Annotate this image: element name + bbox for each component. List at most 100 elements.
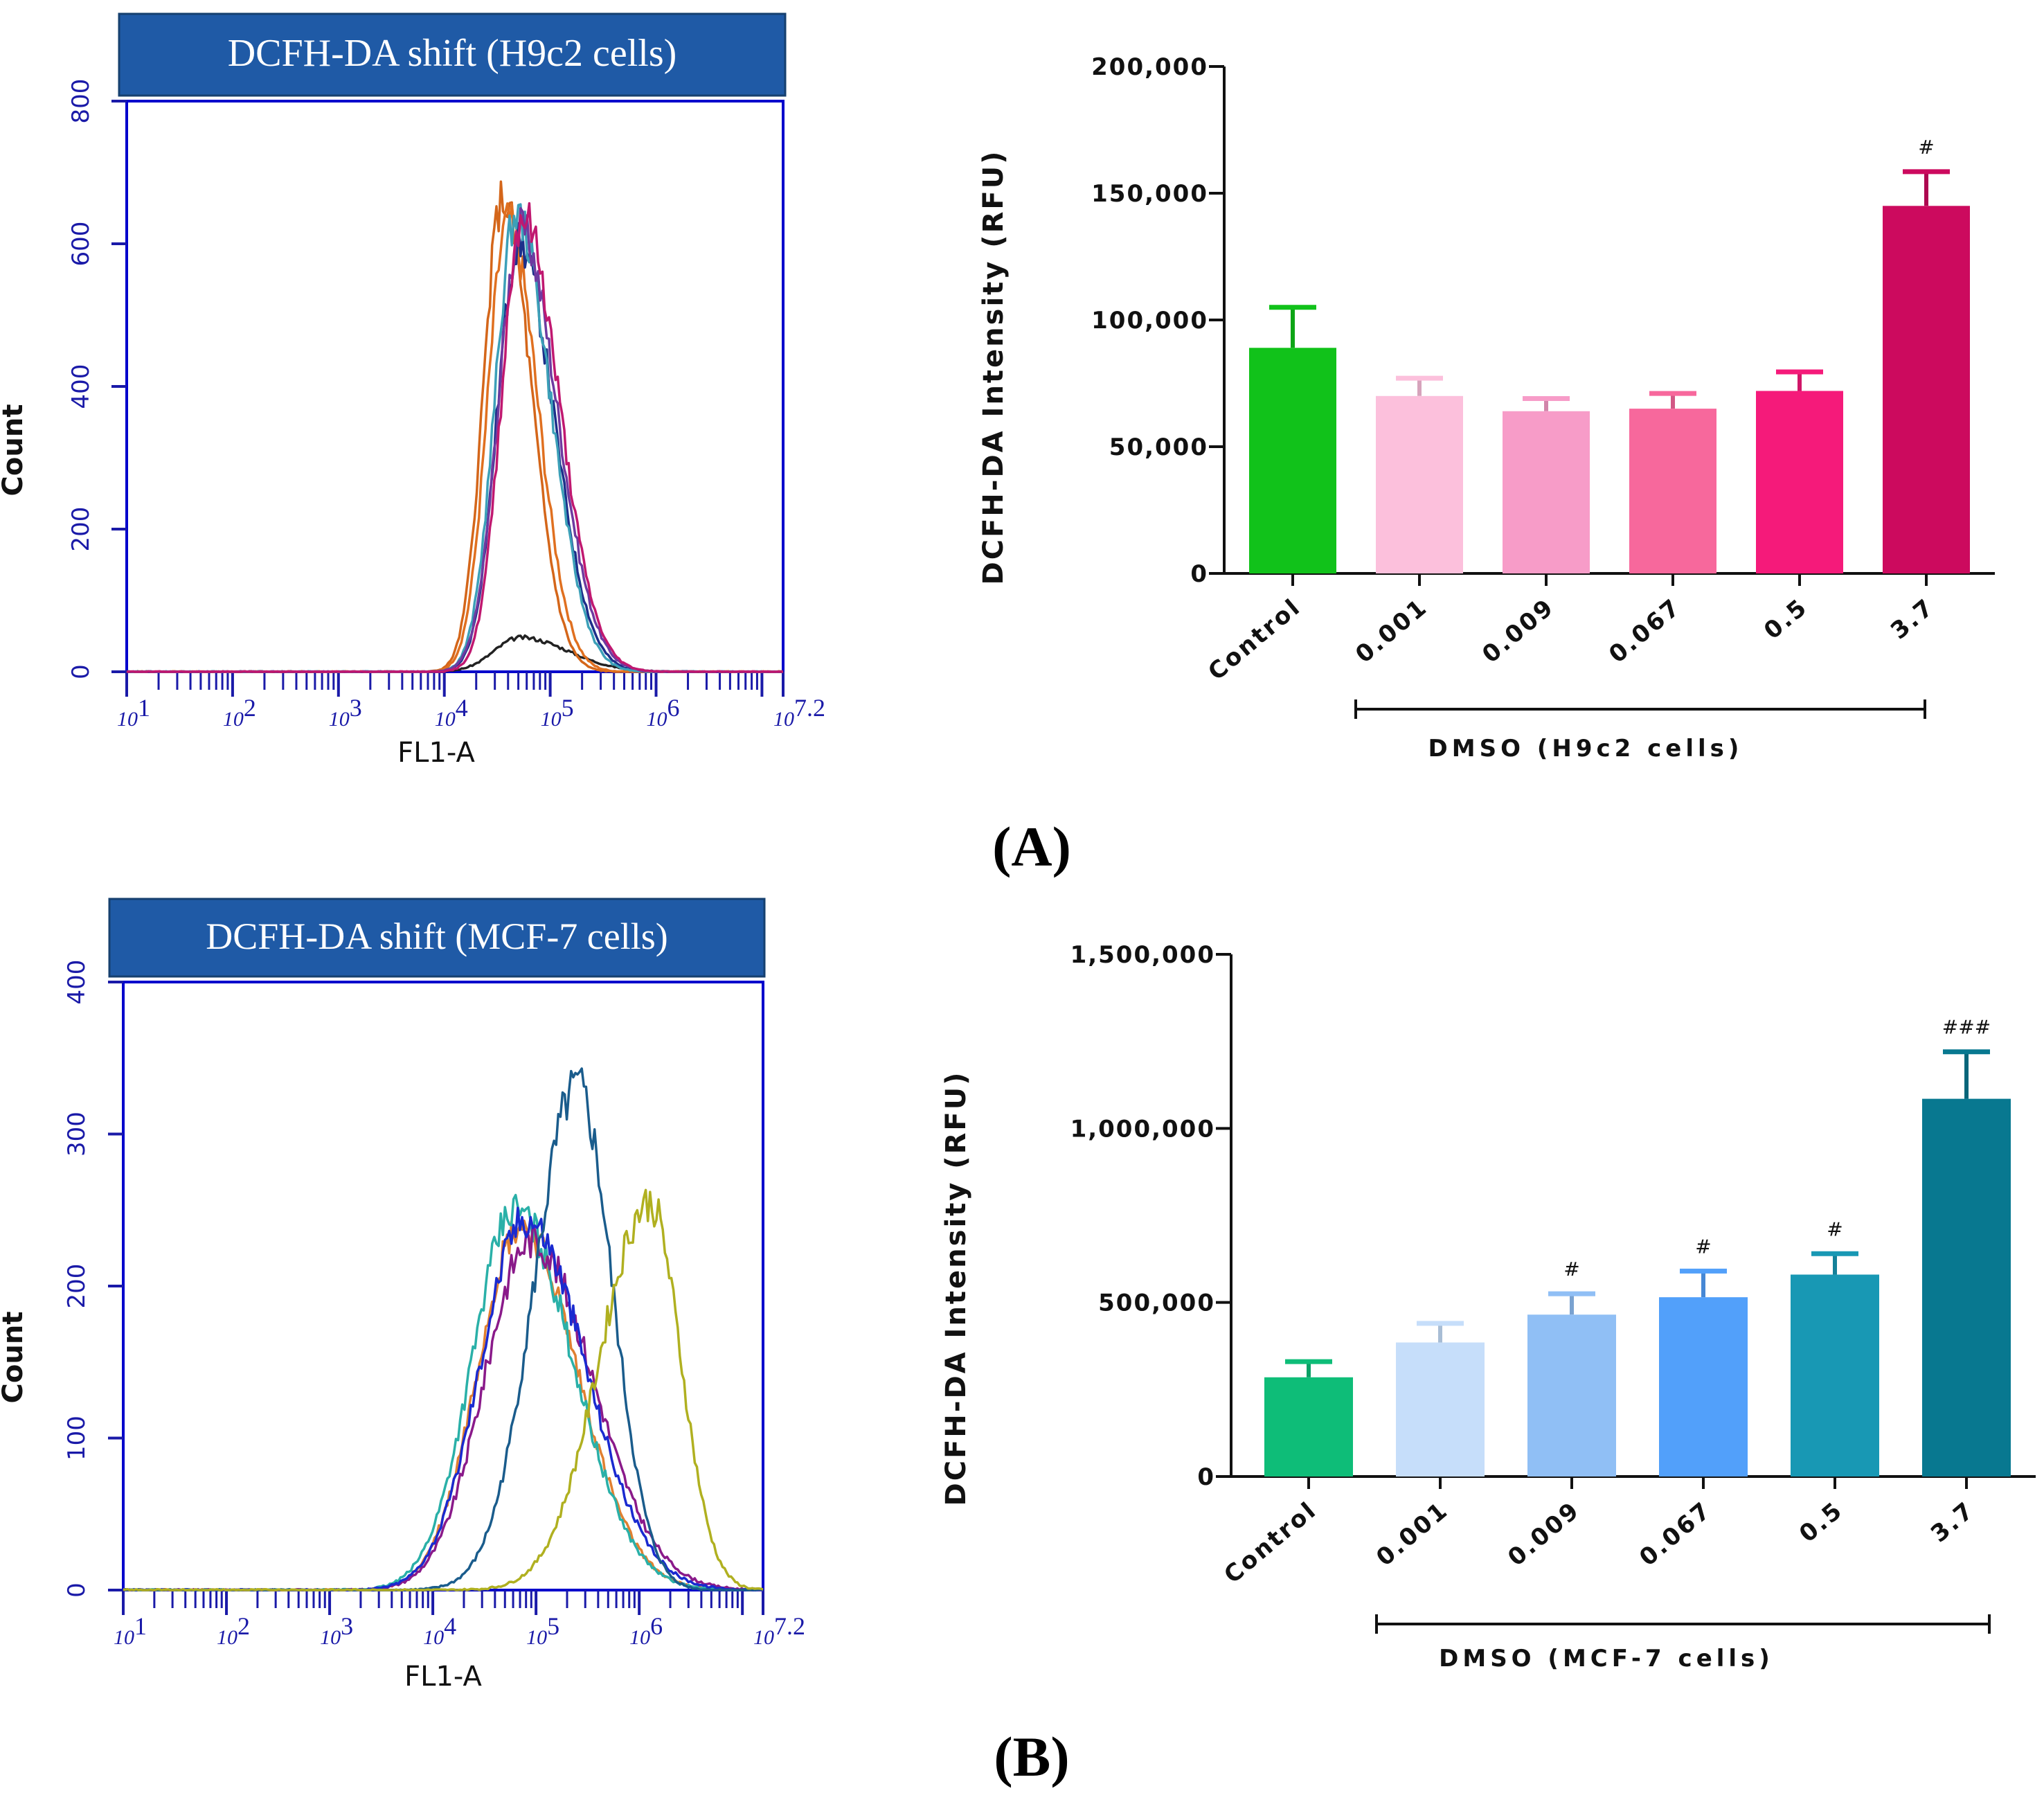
histogram-y-tick-label: 800 — [67, 79, 95, 124]
histogram-y-tick-label: 0 — [63, 1582, 91, 1598]
bar-chart-category-label: 0.001 — [1371, 1496, 1454, 1571]
bar-chart-y-tick-label: 150,000 — [1091, 180, 1208, 208]
bar-chart-y-tick-label: 100,000 — [1091, 307, 1208, 334]
bar-chart-category-label: Control — [1219, 1496, 1322, 1589]
histogram-title: DCFH-DA shift (MCF-7 cells) — [206, 916, 668, 957]
histogram-x-tick-label: 104 — [423, 1612, 456, 1649]
bar — [1249, 348, 1336, 573]
bar-chart-y-tick-label: 500,000 — [1098, 1290, 1215, 1317]
histogram-curve-control — [123, 1219, 764, 1591]
bar — [1527, 1314, 1616, 1477]
bar-chart-y-tick-label: 0 — [1190, 560, 1208, 588]
histogram-x-tick-label: 105 — [541, 694, 574, 731]
histogram-curves — [126, 180, 784, 673]
bar-chart-category-label: 0.009 — [1503, 1496, 1586, 1571]
histogram-title: DCFH-DA shift (H9c2 cells) — [228, 32, 677, 75]
significance-marker: # — [1827, 1217, 1843, 1240]
bar-chart-category-label: 3.7 — [1885, 593, 1940, 645]
histogram-x-tick-label: 107.2 — [753, 1612, 805, 1649]
histogram-curve-dmso-0-009 — [123, 1224, 763, 1591]
bar — [1264, 1377, 1353, 1477]
histogram-x-tick-label: 104 — [435, 694, 468, 731]
bar-chart-mcf7: DCFH-DA Intensity (RFU) 0 500,000 1,000,00… — [940, 941, 2036, 1672]
histogram-x-tick-label: 103 — [329, 694, 362, 731]
bar-chart-bars: ###### — [1264, 1016, 2011, 1477]
panel-label-a: (A) — [992, 815, 1071, 878]
bar — [1756, 391, 1843, 573]
histogram-plot-frame — [125, 100, 785, 673]
histogram-x-tick-label: 102 — [217, 1612, 250, 1649]
histogram-curve-dmso-0-067 — [126, 203, 784, 673]
bar-chart-category-label: 0.5 — [1759, 593, 1813, 645]
bar-chart-y-tick-label: 50,000 — [1109, 434, 1208, 461]
histogram-x-tick-label: 102 — [223, 694, 256, 731]
histogram-x-tick-label: 101 — [117, 694, 150, 731]
bar-chart-x-axis-label: DMSO (H9c2 cells) — [1428, 735, 1743, 762]
bar-chart-y-axis-label: DCFH-DA Intensity (RFU) — [978, 150, 1010, 585]
bar — [1503, 411, 1590, 573]
bar-chart-h9c2: DCFH-DA Intensity (RFU) 0 50,000 100,000 15… — [978, 53, 1995, 762]
histogram-y-tick-label: 400 — [67, 364, 95, 409]
histogram-curves — [123, 1067, 764, 1591]
histogram-y-tick-label: 200 — [67, 507, 95, 552]
panel-label-b: (B) — [994, 1725, 1069, 1788]
bar-chart-category-label: 0.5 — [1794, 1496, 1849, 1548]
histogram-ticks: 101 102 103 104 105 106 107.2 0 200 400 600 800 — [67, 79, 825, 731]
bar-chart-y-tick-label: 200,000 — [1091, 53, 1208, 81]
significance-marker: # — [1563, 1258, 1579, 1281]
histogram-mcf7: DCFH-DA shift (MCF-7 cells) 101 102 103 104… — [0, 898, 805, 1693]
bar-chart-category-label: 0.009 — [1477, 593, 1560, 668]
histogram-plot-frame — [122, 981, 764, 1591]
bar — [1922, 1098, 2011, 1477]
histogram-h9c2: DCFH-DA shift (H9c2 cells) 101 102 103 104 1… — [0, 12, 825, 769]
histogram-x-axis-label: FL1-A — [397, 737, 475, 769]
histogram-y-tick-label: 300 — [63, 1112, 91, 1157]
histogram-y-tick-label: 600 — [67, 222, 95, 267]
histogram-y-tick-label: 200 — [63, 1264, 91, 1309]
histogram-y-tick-label: 400 — [63, 960, 91, 1005]
bar — [1396, 1342, 1485, 1477]
bar-chart-y-axis-label: DCFH-DA Intensity (RFU) — [940, 1071, 972, 1506]
histogram-x-tick-label: 101 — [114, 1612, 147, 1649]
histogram-ticks: 101 102 103 104 105 106 107.2 0 100 200 300 400 — [63, 960, 805, 1649]
histogram-title-banner — [108, 898, 766, 978]
bar-chart-category-label: 0.067 — [1634, 1496, 1717, 1571]
histogram-x-axis-label: FL1-A — [404, 1661, 482, 1693]
histogram-x-tick-label: 106 — [647, 694, 680, 731]
bar — [1791, 1274, 1879, 1477]
bar-chart-category-label: 0.067 — [1604, 593, 1687, 668]
bar-chart-category-label: Control — [1203, 593, 1306, 686]
histogram-title-banner — [118, 12, 787, 97]
bar-chart-category-label: 0.001 — [1350, 593, 1433, 668]
bar — [1659, 1297, 1748, 1477]
histogram-curve-dmso-0-001 — [126, 202, 784, 673]
significance-marker: ### — [1942, 1016, 1991, 1039]
bar-chart-bars: # — [1249, 136, 1970, 573]
histogram-curve-dmso-0-009 — [126, 222, 784, 673]
bar — [1883, 206, 1970, 573]
histogram-y-axis-label: Count — [0, 1312, 29, 1404]
histogram-x-tick-label: 105 — [526, 1612, 559, 1649]
histogram-curve-control — [126, 180, 784, 673]
bar-chart-y-tick-label: 0 — [1197, 1463, 1215, 1491]
bar-chart-axes: 0 50,000 100,000 150,000 200,000 Control 0.001… — [1091, 53, 1995, 719]
histogram-y-axis-label: Count — [0, 404, 29, 497]
bar — [1376, 395, 1463, 573]
bar-chart-axes: 0 500,000 1,000,000 1,500,000 Control 0.001 0.… — [1070, 941, 2036, 1634]
histogram-y-tick-label: 100 — [63, 1416, 91, 1461]
significance-marker: # — [1918, 136, 1934, 159]
bar-chart-category-label: 3.7 — [1926, 1496, 1980, 1548]
bar-chart-y-tick-label: 1,500,000 — [1070, 941, 1215, 969]
histogram-x-tick-label: 103 — [320, 1612, 353, 1649]
bar-chart-y-tick-label: 1,000,000 — [1070, 1115, 1215, 1143]
histogram-curve-dmso-3-7 — [123, 1188, 764, 1591]
histogram-curve-dmso-0-5 — [126, 206, 783, 673]
histogram-x-tick-label: 106 — [629, 1612, 663, 1649]
significance-marker: # — [1695, 1235, 1711, 1258]
histogram-x-tick-label: 107.2 — [773, 694, 825, 731]
bar — [1629, 409, 1716, 573]
histogram-curve-dmso-3-7 — [126, 202, 784, 673]
histogram-y-tick-label: 0 — [67, 664, 95, 679]
bar-chart-x-axis-label: DMSO (MCF-7 cells) — [1439, 1645, 1774, 1672]
